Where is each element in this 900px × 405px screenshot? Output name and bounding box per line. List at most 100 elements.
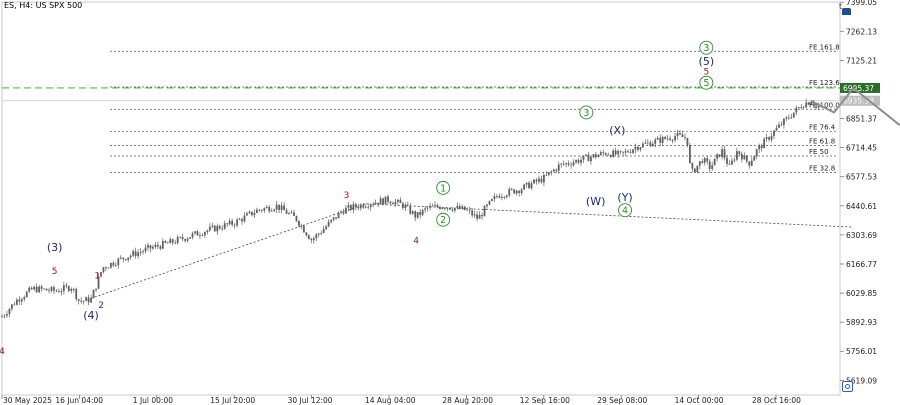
candle-body — [676, 132, 679, 137]
candle-body — [612, 150, 615, 158]
candle-body — [201, 235, 204, 237]
autoscroll-icon[interactable] — [842, 381, 853, 392]
candle-body — [686, 137, 689, 146]
candle-body — [349, 205, 352, 210]
candle-body — [132, 251, 135, 256]
candle-body — [194, 231, 196, 234]
candle-body — [451, 209, 454, 211]
candle-body — [495, 195, 498, 197]
candle-body — [218, 225, 221, 229]
candle-body — [13, 304, 16, 306]
candle-body — [478, 215, 481, 219]
wave-label: 1 — [94, 271, 100, 281]
candle-body — [728, 163, 731, 165]
chart-header: ES, H4: US SPX 500 — [4, 1, 82, 10]
candle-body — [637, 147, 639, 150]
wave-label-circle — [699, 75, 714, 90]
candle-body — [513, 189, 516, 194]
candle-body — [696, 165, 699, 173]
candle-body — [117, 258, 120, 266]
candle-body — [265, 206, 268, 209]
candle-body — [441, 207, 444, 209]
candle-body — [65, 285, 68, 287]
candle-body — [461, 206, 464, 209]
candle-body — [624, 151, 627, 153]
candle-body — [394, 201, 397, 205]
candle-body — [251, 211, 253, 216]
candle-body — [797, 107, 800, 109]
candle-body — [419, 212, 422, 215]
candle-body — [268, 206, 271, 212]
candle-body — [510, 189, 513, 190]
candle-body — [10, 304, 13, 309]
fe-level-label: FE 161.8 — [809, 43, 840, 51]
candle-body — [156, 244, 159, 247]
candle-body — [800, 107, 803, 109]
candle-body — [671, 139, 674, 141]
candle-body — [617, 150, 620, 155]
candle-body — [302, 225, 305, 233]
candle-body — [317, 233, 320, 235]
candle-body — [290, 212, 293, 214]
y-tick-label: 7262.13 — [846, 27, 877, 36]
timeframe-label: H4 — [19, 1, 31, 10]
candle-body — [439, 206, 441, 209]
candle-body — [555, 169, 558, 171]
price-tag-box — [840, 82, 880, 93]
candle-body — [765, 137, 768, 139]
candle-body — [577, 160, 580, 163]
candle-body — [493, 195, 496, 200]
y-tick-label: 6440.61 — [846, 202, 877, 211]
fe-level-label: FE 50 — [809, 148, 829, 156]
wave-label: (3) — [47, 241, 63, 254]
candle-body — [723, 149, 726, 158]
wave-label: (5) — [699, 55, 715, 68]
y-tick-label: 5619.09 — [846, 376, 877, 385]
candle-body — [105, 267, 107, 269]
candle-body — [587, 154, 590, 162]
candle-body — [75, 288, 78, 300]
candle-body — [322, 229, 325, 233]
candle-body — [535, 179, 538, 182]
wave-label: 3 — [703, 43, 709, 54]
candle-body — [107, 267, 110, 269]
candle-body — [649, 142, 652, 147]
price-tag-label: 6935.38 — [843, 97, 874, 106]
candle-body — [169, 239, 172, 244]
candle-body — [384, 196, 387, 205]
candle-body — [335, 217, 337, 219]
candle-body — [43, 288, 45, 290]
candle-body — [778, 124, 780, 128]
candle-body — [139, 251, 142, 253]
candle-body — [523, 184, 526, 190]
wave-label: 2 — [440, 215, 446, 226]
candle-body — [812, 103, 815, 106]
candle-body — [40, 286, 43, 289]
x-tick-label: 30 May 2025 — [3, 396, 52, 405]
candle-body — [565, 163, 568, 165]
candle-body — [750, 160, 753, 166]
candle-body — [736, 151, 738, 160]
candle-body — [458, 205, 461, 209]
candle-body — [278, 204, 281, 210]
candle-body — [100, 272, 102, 277]
candle-body — [429, 205, 431, 208]
candle-body — [404, 204, 407, 209]
y-tick-label: 5892.93 — [846, 318, 877, 327]
candle-body — [213, 225, 216, 232]
candle-body — [644, 143, 647, 144]
trader-hat-icon[interactable]: t — [836, 2, 854, 18]
x-tick-label: 28 Oct 16:00 — [752, 396, 801, 405]
toolbar-t-label: t — [839, 2, 843, 11]
candle-body — [362, 204, 365, 208]
candle-body — [426, 207, 429, 209]
candle-body — [389, 201, 392, 204]
candle-body — [102, 267, 105, 273]
candle-body — [3, 315, 6, 317]
candle-body — [787, 117, 790, 119]
candle-body — [367, 206, 370, 208]
candle-body — [288, 213, 290, 214]
candle-body — [815, 105, 817, 107]
candle-body — [533, 179, 535, 184]
